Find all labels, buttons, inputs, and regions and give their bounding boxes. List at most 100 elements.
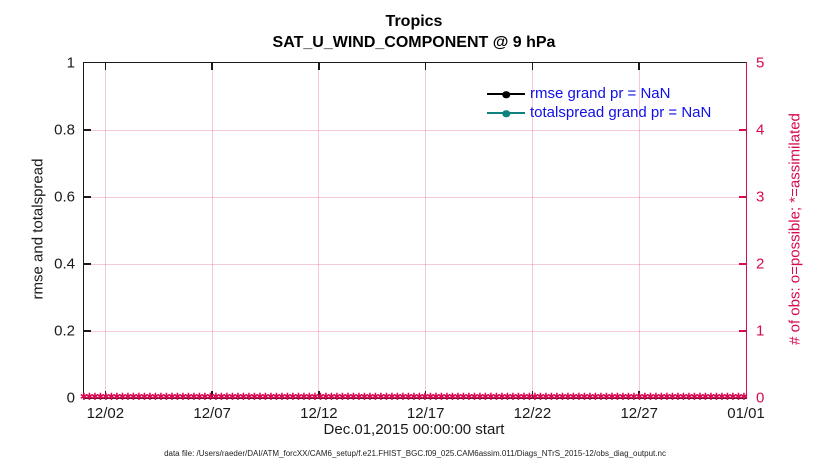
assimilated-obs-marker: ✱	[382, 392, 391, 403]
assimilated-obs-marker: ✱	[376, 392, 386, 403]
assimilated-obs-marker: ✱	[255, 392, 265, 403]
assimilated-obs-marker: ✱	[387, 392, 397, 403]
assimilated-obs-marker: ✱	[222, 392, 232, 403]
assimilated-obs-marker: ✱	[244, 392, 254, 403]
assimilated-obs-marker: ✱	[112, 392, 122, 403]
assimilated-obs-marker: ✱	[228, 392, 237, 403]
y-tick-label-left: 0.2	[54, 322, 75, 340]
assimilated-obs-marker: ✱	[734, 392, 743, 403]
assimilated-obs-marker: ✱	[547, 392, 556, 403]
x-tick-top	[211, 63, 213, 70]
rmse-line-sample	[487, 90, 525, 99]
assimilated-obs-marker: ✱	[475, 392, 485, 403]
x-tick-label: 12/27	[620, 405, 658, 422]
assimilated-obs-marker: ✱	[101, 392, 111, 403]
chart-subtitle: SAT_U_WIND_COMPONENT @ 9 hPa	[272, 34, 556, 51]
rmse-marker-dot	[502, 90, 510, 99]
assimilated-obs-marker: ✱	[486, 392, 496, 403]
y-gridline	[84, 330, 746, 332]
assimilated-obs-marker: ✱	[85, 392, 94, 403]
assimilated-obs-marker: ✱	[349, 392, 358, 403]
totalspread-marker-dot	[502, 109, 510, 118]
assimilated-obs-marker: ✱	[613, 392, 622, 403]
assimilated-obs-marker: ✱	[470, 392, 479, 403]
assimilated-obs-marker: ✱	[706, 392, 716, 403]
x-gridline	[104, 63, 106, 398]
x-tick-top	[318, 63, 320, 70]
y-tick-label-right: 3	[756, 188, 765, 206]
assimilated-obs-marker: ✱	[541, 392, 551, 403]
assimilated-obs-marker: ✱	[305, 392, 314, 403]
totalspread-line-sample	[487, 109, 525, 118]
assimilated-obs-marker: ✱	[723, 392, 732, 403]
y-tick-label-right: 1	[756, 322, 765, 340]
legend: rmse grand pr = NaN totalspread grand pr…	[487, 84, 711, 122]
assimilated-obs-marker: ✱	[189, 392, 199, 403]
assimilated-obs-marker: ✱	[536, 392, 545, 403]
y-gridline	[84, 196, 746, 198]
assimilated-obs-marker: ✱	[178, 392, 188, 403]
assimilated-obs-marker: ✱	[574, 392, 584, 403]
assimilated-obs-marker: ✱	[195, 392, 204, 403]
assimilated-obs-marker: ✱	[646, 392, 655, 403]
assimilated-obs-marker: ✱	[640, 392, 650, 403]
x-tick-bottom	[318, 391, 320, 398]
x-tick-label: 12/22	[513, 405, 552, 422]
assimilated-obs-marker: ✱	[519, 392, 529, 403]
assimilated-obs-marker: ✱	[277, 392, 287, 403]
y-tick-label-right: 5	[756, 54, 765, 72]
y-tick-label-left: 0.4	[54, 255, 75, 273]
assimilated-obs-marker: ✱	[365, 392, 375, 403]
x-tick-bottom	[638, 391, 641, 398]
assimilated-obs-marker: ✱	[459, 392, 468, 403]
assimilated-obs-marker: ✱	[558, 392, 567, 403]
assimilated-obs-marker: ✱	[635, 392, 644, 403]
assimilated-obs-marker: ✱	[448, 392, 457, 403]
x-tick-label: 12/02	[86, 405, 125, 422]
y-tick-right	[739, 196, 746, 198]
legend-item-rmse: rmse grand pr = NaN	[487, 84, 711, 103]
assimilated-obs-marker: ✱	[530, 392, 540, 403]
plot-area: rmse grand pr = NaN totalspread grand pr…	[54, 55, 765, 423]
legend-label-rmse: rmse grand pr = NaN	[530, 85, 671, 102]
y-tick-label-left: 1	[66, 54, 75, 72]
x-gridline	[318, 63, 320, 398]
assimilated-obs-marker: ✱	[585, 392, 595, 403]
assimilated-obs-marker: ✱	[728, 392, 738, 403]
assimilated-obs-marker: ✱	[431, 392, 441, 403]
assimilated-obs-marker: ✱	[151, 392, 160, 403]
y-tick-right	[739, 263, 746, 265]
assimilated-obs-marker: ✱	[332, 392, 342, 403]
assimilated-obs-marker: ✱	[145, 392, 155, 403]
assimilated-obs-marker: ✱	[266, 392, 276, 403]
assimilated-obs-marker: ✱	[261, 392, 270, 403]
x-gridline	[531, 63, 533, 398]
assimilated-obs-marker: ✱	[453, 392, 463, 403]
assimilated-obs-marker: ✱	[569, 392, 578, 403]
assimilated-obs-marker: ✱	[717, 392, 727, 403]
assimilated-obs-marker: ✱	[497, 392, 507, 403]
x-gridline	[425, 63, 427, 398]
assimilated-obs-marker: ✱	[360, 392, 369, 403]
assimilated-obs-marker: ✱	[123, 392, 133, 403]
assimilated-obs-marker: ✱	[563, 392, 573, 403]
assimilated-obs-marker: ✱	[602, 392, 611, 403]
legend-item-totalspread: totalspread grand pr = NaN	[487, 103, 711, 122]
assimilated-obs-marker: ✱	[134, 392, 144, 403]
x-tick-label: 12/17	[406, 405, 445, 422]
x-tick-bottom	[104, 391, 107, 398]
assimilated-obs-marker: ✱	[371, 392, 380, 403]
assimilated-obs-marker: ✱	[96, 392, 105, 403]
x-tick-label: 01/01	[727, 405, 765, 422]
assimilated-obs-marker: ✱	[156, 392, 166, 403]
assimilated-obs-marker: ✱	[415, 392, 424, 403]
assimilated-obs-marker: ✱	[162, 392, 171, 403]
assimilated-obs-marker: ✱	[409, 392, 419, 403]
assimilated-obs-marker: ✱	[316, 392, 325, 403]
assimilated-obs-marker: ✱	[673, 392, 683, 403]
x-tick-top	[531, 63, 534, 70]
data-file-caption: data file: /Users/raeder/DAI/ATM_forcXX/…	[164, 449, 666, 458]
assimilated-obs-marker: ✱	[338, 392, 347, 403]
chart-title: Tropics	[385, 13, 443, 30]
